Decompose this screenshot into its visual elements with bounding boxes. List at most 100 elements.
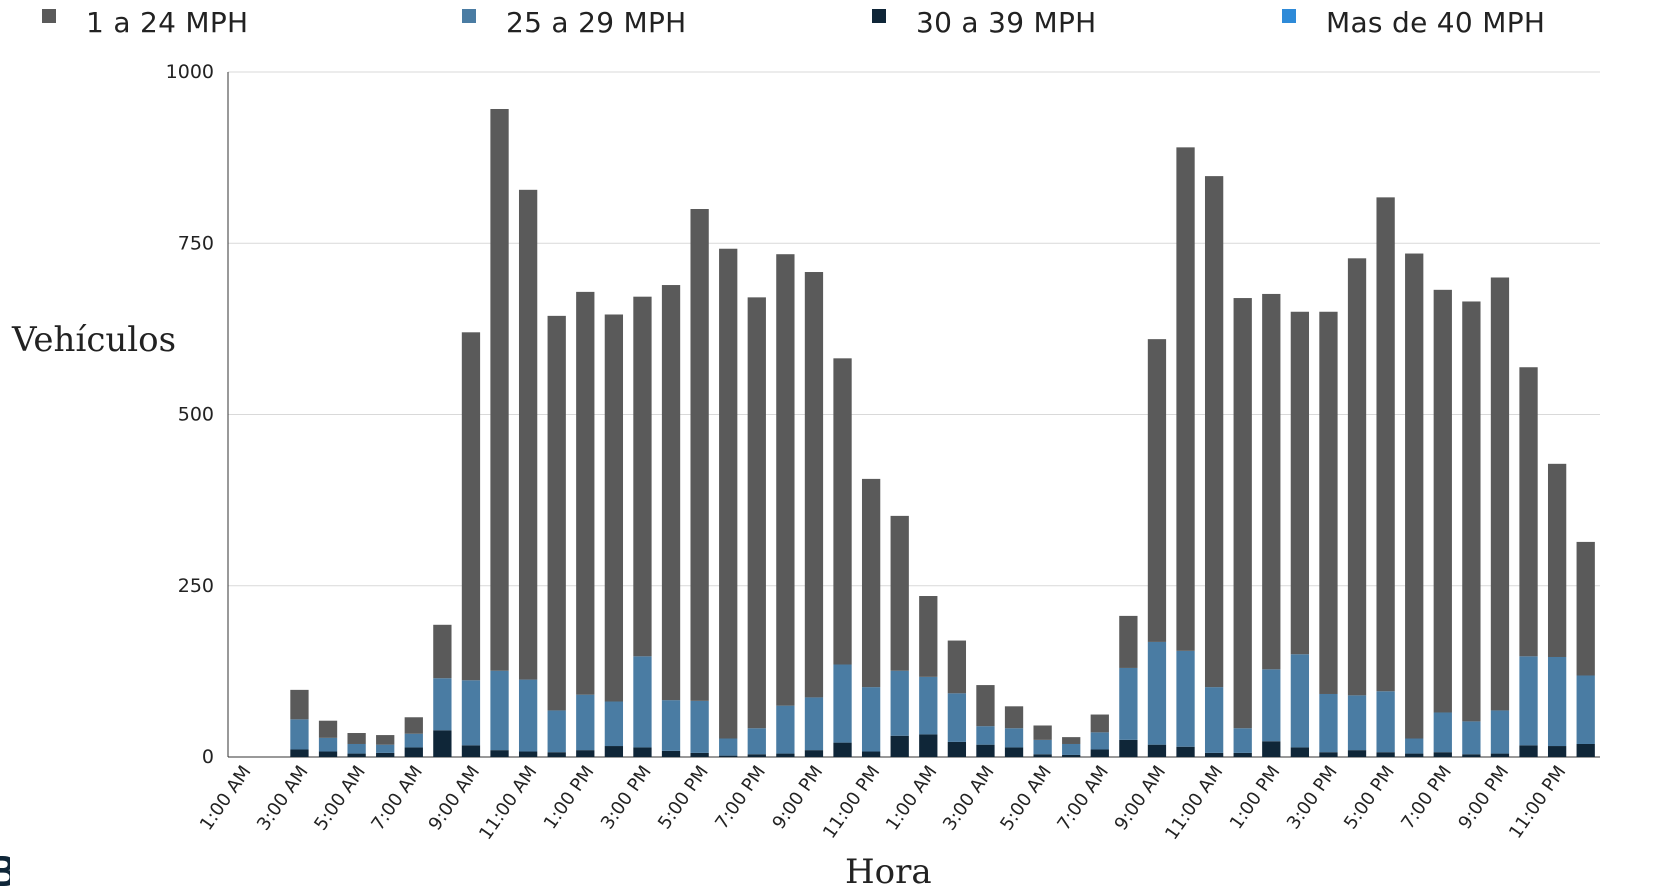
bar-segment-1-a-24-mph — [861, 478, 881, 688]
bar-segment-30-a-39-mph — [1347, 750, 1367, 757]
bar-segment-30-a-39-mph — [690, 752, 709, 757]
x-tick-label: 3:00 AM — [253, 762, 313, 835]
legend-item-40-plus-mph: Mas de 40 MPH — [1282, 4, 1545, 40]
bar-segment-1-a-24-mph — [490, 108, 509, 671]
bar-segment-1-a-24-mph — [1376, 197, 1395, 692]
bar-segment-1-a-24-mph — [747, 297, 766, 729]
bar-segment-25-a-29-mph — [1147, 641, 1167, 745]
bar-segment-25-a-29-mph — [404, 733, 423, 748]
bar-segment-1-a-24-mph — [947, 640, 967, 694]
bar-segment-1-a-24-mph — [1547, 463, 1567, 657]
x-tick-label: 7:00 AM — [1053, 762, 1113, 835]
y-axis-title: Vehículos — [12, 320, 177, 360]
legend-swatch-25-29-mph — [462, 9, 476, 23]
bar-segment-30-a-39-mph — [861, 751, 881, 757]
x-tick-label: 3:00 PM — [1283, 762, 1342, 833]
bar-segment-1-a-24-mph — [1433, 289, 1452, 713]
bar-segment-30-a-39-mph — [318, 751, 338, 757]
bar-segment-1-a-24-mph — [1262, 293, 1281, 670]
bar-segment-30-a-39-mph — [518, 751, 538, 757]
x-tick-label: 7:00 AM — [367, 762, 427, 835]
bar-segment-1-a-24-mph — [633, 296, 652, 657]
bar-segment-1-a-24-mph — [661, 285, 681, 701]
bar-segment-30-a-39-mph — [490, 750, 509, 757]
bar-segment-1-a-24-mph — [404, 717, 423, 734]
bar-segment-30-a-39-mph — [547, 752, 566, 757]
bar-segment-1-a-24-mph — [1319, 311, 1338, 694]
bar-segment-25-a-29-mph — [1405, 738, 1424, 754]
bar-segment-1-a-24-mph — [1119, 615, 1138, 668]
bar-segment-30-a-39-mph — [747, 754, 766, 757]
x-tick-label: 1:00 PM — [540, 762, 599, 833]
bar-segment-1-a-24-mph — [318, 720, 338, 738]
x-tick-label: 3:00 AM — [939, 762, 999, 835]
bar-segment-1-a-24-mph — [1033, 725, 1052, 740]
bar-segment-30-a-39-mph — [1033, 754, 1052, 757]
bar-segment-25-a-29-mph — [776, 705, 795, 754]
bar-segment-1-a-24-mph — [1405, 253, 1424, 739]
bar-segment-30-a-39-mph — [890, 735, 909, 757]
legend-swatch-1-24-mph — [42, 9, 56, 23]
bar-segment-25-a-29-mph — [1547, 656, 1567, 747]
bar-segment-30-a-39-mph — [404, 747, 423, 757]
bar-segment-1-a-24-mph — [1462, 301, 1481, 722]
bar-segment-25-a-29-mph — [1090, 732, 1109, 750]
x-tick-label: 1:00 AM — [196, 762, 256, 835]
bar-segment-25-a-29-mph — [1433, 712, 1452, 753]
bar-segment-30-a-39-mph — [461, 745, 481, 757]
bar-segment-30-a-39-mph — [1176, 746, 1195, 757]
bar-segment-1-a-24-mph — [1062, 737, 1081, 744]
bar-segment-30-a-39-mph — [1490, 753, 1510, 757]
bar-segment-30-a-39-mph — [661, 750, 681, 757]
bar-segment-1-a-24-mph — [433, 624, 452, 679]
bar-segment-30-a-39-mph — [347, 753, 366, 757]
x-tick-label: 1:00 AM — [882, 762, 942, 835]
bar-segment-25-a-29-mph — [1376, 691, 1395, 753]
bar-segment-25-a-29-mph — [747, 728, 766, 755]
bar-segment-25-a-29-mph — [1119, 667, 1138, 740]
x-tick-label: 7:00 PM — [1397, 762, 1456, 833]
x-tick-label: 5:00 AM — [310, 762, 370, 835]
legend-label-25-29-mph: 25 a 29 MPH — [506, 5, 687, 39]
bar-segment-25-a-29-mph — [804, 697, 824, 751]
bar-segment-30-a-39-mph — [1290, 747, 1310, 757]
bar-segment-1-a-24-mph — [833, 358, 852, 665]
bar-segment-30-a-39-mph — [1233, 752, 1252, 757]
bar-segment-1-a-24-mph — [719, 248, 738, 739]
logo-fragment: B — [0, 848, 10, 895]
bar-segment-25-a-29-mph — [719, 738, 738, 756]
bar-segment-30-a-39-mph — [1204, 752, 1224, 757]
bar-segment-1-a-24-mph — [518, 189, 538, 680]
y-tick-label: 500 — [178, 404, 214, 426]
x-tick-label: 7:00 PM — [711, 762, 770, 833]
bar-segment-25-a-29-mph — [690, 700, 709, 753]
bar-segment-25-a-29-mph — [1262, 669, 1281, 742]
bar-segment-1-a-24-mph — [1576, 541, 1595, 676]
bar-segment-25-a-29-mph — [604, 701, 624, 747]
bar-segment-1-a-24-mph — [1176, 147, 1195, 651]
bar-segment-25-a-29-mph — [461, 680, 481, 746]
bar-segment-1-a-24-mph — [1004, 706, 1024, 729]
x-tick-label: 1:00 PM — [1226, 762, 1285, 833]
svg-text:B: B — [0, 848, 10, 895]
bar-segment-30-a-39-mph — [947, 741, 967, 757]
y-tick-label: 0 — [202, 746, 214, 768]
bar-segment-1-a-24-mph — [547, 315, 566, 711]
bar-segment-1-a-24-mph — [1347, 258, 1367, 696]
bar-segment-25-a-29-mph — [1519, 656, 1538, 746]
legend-label-30-39-mph: 30 a 39 MPH — [916, 5, 1097, 39]
bar-segment-30-a-39-mph — [776, 753, 795, 757]
bar-segment-1-a-24-mph — [1490, 277, 1510, 711]
bar-segment-30-a-39-mph — [633, 747, 652, 757]
x-tick-label: 11:00 PM — [1505, 762, 1570, 843]
legend-item-25-29-mph: 25 a 29 MPH — [462, 4, 687, 40]
bar-segment-30-a-39-mph — [1147, 744, 1167, 757]
bar-segment-25-a-29-mph — [290, 719, 309, 750]
bar-segment-30-a-39-mph — [1433, 752, 1452, 757]
bar-segment-25-a-29-mph — [347, 743, 366, 754]
x-tick-label: 9:00 PM — [768, 762, 827, 833]
bar-segment-1-a-24-mph — [1147, 339, 1167, 642]
bar-segment-25-a-29-mph — [1062, 743, 1081, 755]
bar-segment-1-a-24-mph — [976, 685, 995, 727]
